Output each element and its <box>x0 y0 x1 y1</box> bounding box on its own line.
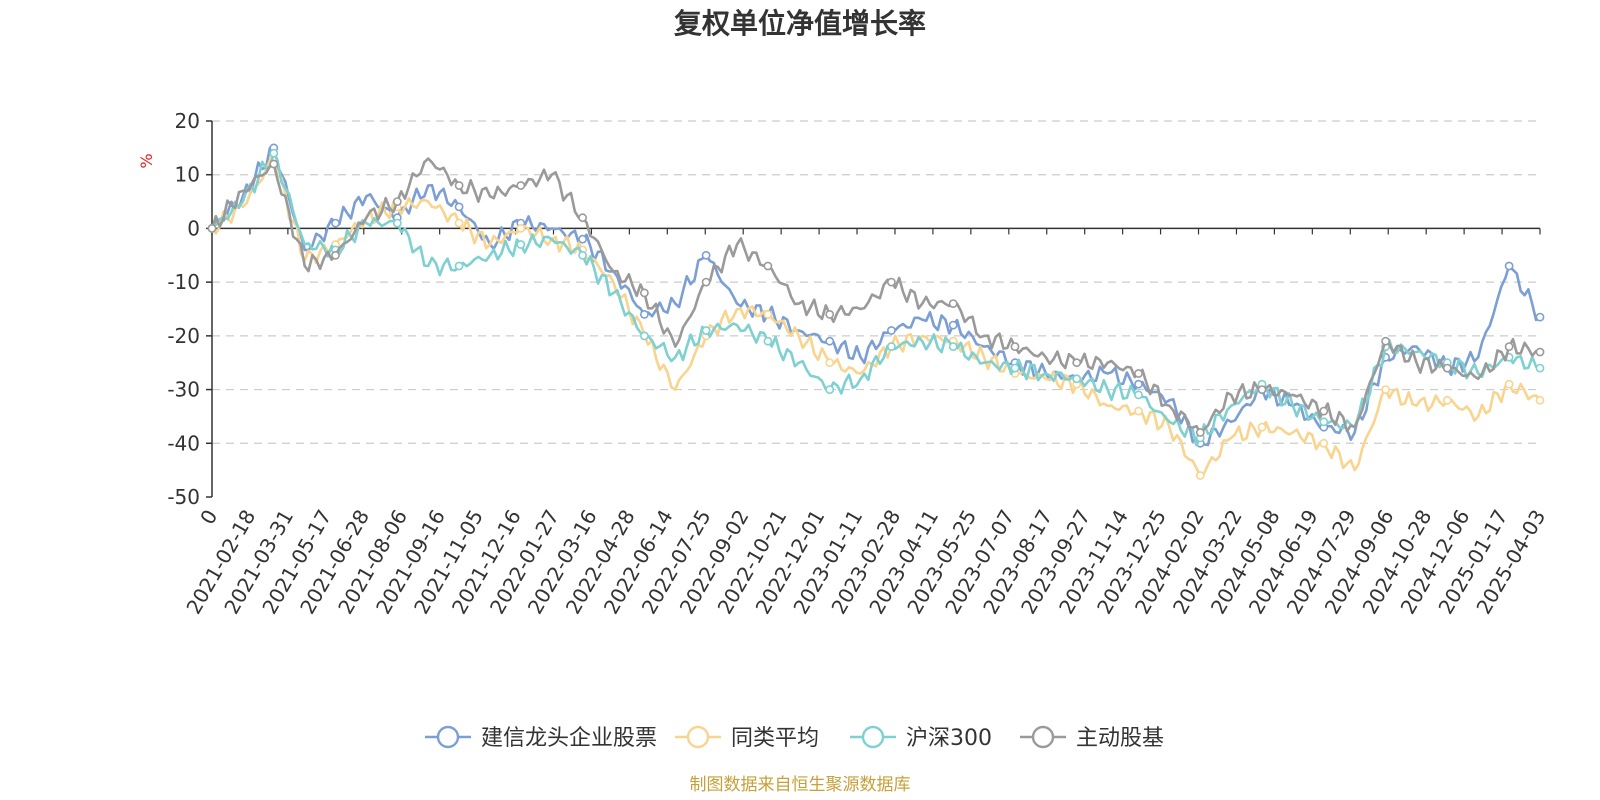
y-tick-label: 0 <box>187 216 200 240</box>
series-point <box>331 250 340 260</box>
series-point <box>1195 471 1205 480</box>
series-point <box>887 342 896 351</box>
y-tick-label: -10 <box>167 270 200 294</box>
y-tick-labels: 20 10 0 -10 -20 -30 -40 -50 <box>167 109 200 509</box>
series-point <box>1504 379 1514 389</box>
series-point <box>269 159 279 169</box>
y-tick-label: -30 <box>167 378 200 402</box>
series-point <box>578 250 587 260</box>
series-point <box>1381 385 1390 394</box>
series-lines <box>207 143 1545 480</box>
series-point <box>1504 342 1514 351</box>
legend-label: 同类平均 <box>731 726 819 751</box>
series-point <box>207 223 217 233</box>
series-point <box>1319 406 1329 416</box>
y-tick-label: -20 <box>167 324 200 348</box>
legend[interactable]: 建信龙头企业股票 同类平均 沪深300 主动股基 <box>425 725 1164 751</box>
source-note: 制图数据来自恒生聚源数据库 <box>690 775 911 795</box>
series-point <box>1257 385 1267 394</box>
series-point <box>825 358 835 368</box>
legend-label: 建信龙头企业股票 <box>481 726 657 751</box>
series-point <box>1504 261 1514 271</box>
series-point <box>887 326 896 335</box>
series-point <box>578 213 587 223</box>
series-point <box>1010 363 1020 373</box>
series-point <box>516 223 526 233</box>
grid-lines <box>212 120 1540 444</box>
series-point <box>578 234 587 244</box>
series-point <box>1072 358 1082 368</box>
series-point <box>392 218 402 228</box>
series-point <box>1257 422 1267 432</box>
legend-label: 主动股基 <box>1076 726 1164 751</box>
series-point <box>1010 342 1020 351</box>
series-point <box>1535 363 1545 373</box>
series-line <box>210 157 1541 434</box>
series-point <box>763 261 773 271</box>
series-point <box>640 309 649 319</box>
series-point <box>825 309 835 319</box>
chart-title: 复权单位净值增长率 <box>674 7 926 40</box>
series-point <box>454 202 464 212</box>
series-point <box>701 250 711 260</box>
y-tick-label: -40 <box>167 431 200 455</box>
series-point <box>516 240 526 249</box>
legend-swatch-marker <box>1031 725 1055 749</box>
series-line <box>210 157 1542 477</box>
series-point <box>331 218 340 228</box>
legend-label: 沪深300 <box>906 726 992 751</box>
series-point <box>1134 406 1143 416</box>
series-point <box>1442 363 1452 373</box>
series-point <box>454 261 464 271</box>
legend-item[interactable]: 建信龙头企业股票 <box>425 725 657 751</box>
series-point <box>763 336 773 346</box>
y-tick-label: 10 <box>175 163 200 187</box>
axes <box>206 120 1541 498</box>
series-point <box>1535 312 1545 322</box>
series-point <box>1319 417 1329 427</box>
legend-swatch-marker <box>686 725 710 749</box>
series-point <box>1535 395 1545 405</box>
series-point <box>1134 369 1143 378</box>
series-point <box>1072 374 1082 384</box>
legend-item[interactable]: 主动股基 <box>1020 725 1164 751</box>
series-point <box>701 277 711 287</box>
series-point <box>454 218 464 228</box>
y-tick-label: 20 <box>175 109 200 133</box>
legend-swatch-marker <box>436 725 460 749</box>
legend-item[interactable]: 同类平均 <box>675 725 819 751</box>
legend-item[interactable]: 沪深300 <box>850 725 992 751</box>
series-point <box>1442 395 1452 405</box>
series-line <box>211 151 1541 447</box>
series-point <box>516 181 526 190</box>
series-point <box>1381 336 1390 346</box>
x-tick-label: 0 <box>195 506 222 529</box>
series-point <box>887 277 896 287</box>
series-point <box>640 288 649 298</box>
series-point <box>1319 438 1329 448</box>
legend-swatch-marker <box>861 725 885 749</box>
series-point <box>1134 390 1143 400</box>
y-tick-label: -50 <box>167 485 200 509</box>
series-point <box>948 342 958 351</box>
series-point <box>1134 379 1143 389</box>
series-point <box>948 320 958 330</box>
series-point <box>948 299 958 308</box>
series-point <box>825 336 835 346</box>
series-point <box>454 181 464 190</box>
series-point <box>1195 428 1205 437</box>
series-point <box>640 331 649 341</box>
series-point <box>763 309 773 319</box>
series-point <box>701 326 711 335</box>
series-point <box>392 197 402 206</box>
series-line <box>210 146 1541 447</box>
series-point <box>825 385 835 394</box>
series-point <box>269 148 279 158</box>
series-point <box>1535 347 1545 357</box>
y-axis-unit: % <box>137 153 156 168</box>
x-tick-labels: 02021-02-182021-03-312021-05-172021-06-2… <box>181 505 1550 618</box>
